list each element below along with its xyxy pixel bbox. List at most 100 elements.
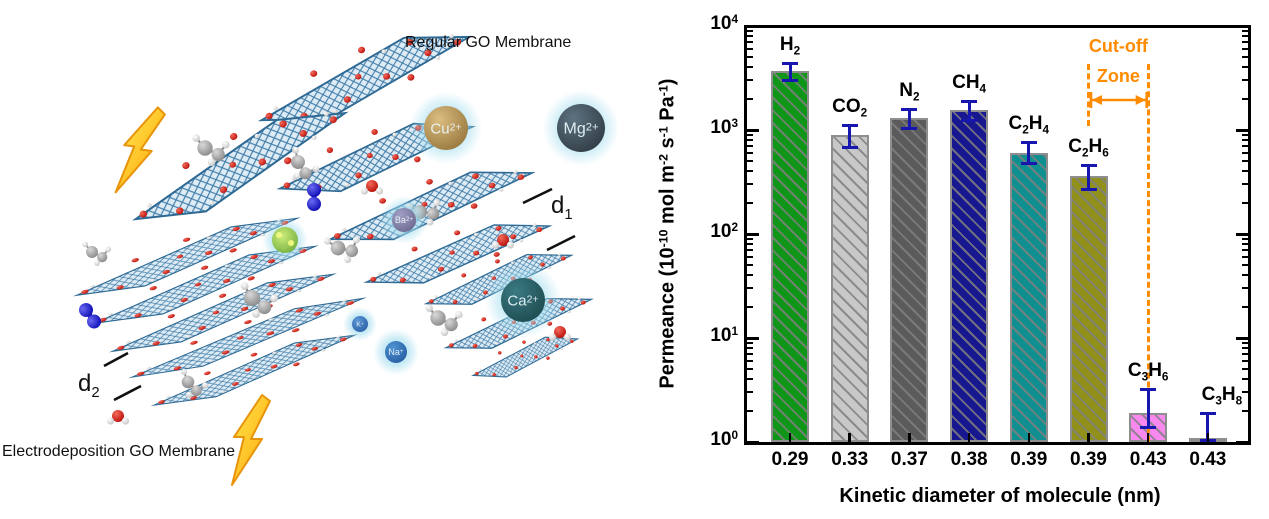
- error-bar-N2: [907, 108, 911, 128]
- error-cap-top-CO2: [841, 123, 858, 127]
- y-minor-tick: [1242, 378, 1248, 381]
- error-bar-C2H6: [1087, 164, 1090, 190]
- ion-ba2plus: Ba2+: [380, 196, 428, 244]
- y-minor-tick: [747, 139, 753, 142]
- error-cap-top-C3H8: [1199, 412, 1216, 415]
- nitrogen-molecule: [307, 183, 321, 211]
- y-major-tick: [1236, 25, 1248, 28]
- d2-spacing-label: d2: [78, 370, 100, 401]
- y-minor-tick: [747, 152, 753, 155]
- y-minor-tick: [1242, 183, 1248, 186]
- y-minor-tick: [747, 29, 753, 32]
- y-minor-tick: [747, 201, 753, 204]
- y-minor-tick: [747, 41, 753, 44]
- error-cap-top-CH4: [961, 100, 978, 103]
- y-minor-tick: [1242, 249, 1248, 252]
- y-minor-tick: [1242, 160, 1248, 163]
- ion-mg2plus: Mg2+: [543, 90, 619, 166]
- y-axis-title: Permeance (10-10 mol m-2 s-1 Pa-1): [656, 78, 679, 389]
- bar-label-H2: H2: [779, 34, 801, 58]
- cutoff-zone-arrow: [1089, 92, 1148, 108]
- y-minor-tick: [747, 66, 753, 69]
- y-minor-tick: [747, 409, 753, 412]
- x-tick-label: 0.39: [1070, 449, 1107, 470]
- y-minor-tick: [747, 274, 753, 277]
- cutoff-zone-text-line2: Zone: [1096, 66, 1140, 86]
- error-cap-bottom-C2H6: [1080, 188, 1097, 192]
- y-major-tick: [747, 232, 759, 236]
- bar-hatch-CO2: [832, 136, 867, 440]
- water-molecule: [106, 410, 130, 425]
- error-bar-H2: [788, 63, 792, 81]
- bar-label-CH4: CH4: [952, 72, 987, 96]
- x-tick-label: 0.43: [1129, 449, 1167, 470]
- ion-caplus: Ca2+: [485, 262, 561, 338]
- y-minor-tick: [747, 79, 753, 82]
- x-tick-CO2: [848, 433, 851, 442]
- y-minor-tick: [747, 243, 753, 246]
- nitrogen-molecule: [76, 300, 104, 332]
- bar-C2H4: [1009, 153, 1048, 442]
- cutoff-zone-left-line: [1087, 64, 1090, 126]
- bar-N2: [890, 118, 929, 442]
- spacing-tick-line: [103, 351, 129, 368]
- bar-hatch-N2: [892, 120, 927, 440]
- y-major-tick: [747, 440, 759, 442]
- y-minor-tick: [1242, 133, 1248, 136]
- y-minor-tick: [1242, 152, 1248, 155]
- y-minor-tick: [1242, 368, 1248, 371]
- y-minor-tick: [747, 56, 753, 59]
- x-axis-title: Kinetic diameter of molecule (nm): [839, 485, 1161, 507]
- y-minor-tick: [747, 133, 753, 136]
- y-major-tick: [747, 25, 759, 28]
- x-tick-H2: [788, 433, 792, 442]
- y-tick-label: 102: [710, 221, 738, 242]
- error-cap-top-C2H4: [1020, 141, 1037, 145]
- y-minor-tick: [1242, 48, 1248, 51]
- y-minor-tick: [747, 360, 753, 363]
- bar-C2H6: [1069, 176, 1108, 442]
- y-minor-tick: [747, 353, 753, 356]
- x-tick-label: 0.38: [950, 449, 988, 470]
- y-minor-tick: [1242, 341, 1248, 344]
- y-minor-tick: [1242, 79, 1248, 82]
- x-tick-C3H6: [1146, 433, 1150, 442]
- regular-go-membrane-label: Regular GO Membrane: [405, 34, 572, 51]
- error-cap-bottom-CO2: [841, 146, 858, 150]
- x-tick-label: 0.43: [1189, 449, 1227, 470]
- ion-label: Na+: [388, 347, 404, 357]
- bar-label-C3H6: C3H6: [1127, 360, 1169, 385]
- d1-spacing-label: d1: [551, 192, 573, 223]
- y-minor-tick: [1242, 41, 1248, 44]
- y-minor-tick: [1242, 256, 1248, 259]
- y-minor-tick: [1242, 201, 1248, 204]
- ion-label: Ba2+: [395, 215, 414, 225]
- error-bar-C2H4: [1027, 142, 1031, 164]
- bar-label-C3H8: C3H8: [1201, 384, 1243, 408]
- gas-molecules: [76, 102, 572, 486]
- y-tick-label: 100: [710, 429, 738, 450]
- metal-ions: Cu2+ Mg2+ Ba2+ Ca2+ K+ Na+: [343, 90, 619, 375]
- y-minor-tick: [747, 249, 753, 252]
- error-cap-top-H2: [782, 62, 798, 66]
- y-minor-tick: [1242, 360, 1248, 363]
- y-minor-tick: [747, 368, 753, 371]
- y-minor-tick: [747, 183, 753, 186]
- x-tick-C3H8: [1206, 433, 1210, 442]
- y-minor-tick: [747, 347, 753, 350]
- y-minor-tick: [747, 305, 753, 308]
- y-minor-tick: [1242, 170, 1248, 173]
- error-bar-C3H6: [1146, 389, 1150, 427]
- y-minor-tick: [1242, 391, 1248, 394]
- y-major-tick: [1236, 232, 1248, 236]
- ion-naplus: Na+: [373, 329, 419, 375]
- go-sheets: [68, 16, 598, 415]
- hydrocarbon-molecule: [424, 303, 464, 338]
- go-membrane-illustration: Cu2+ Mg2+ Ba2+ Ca2+ K+ Na+: [68, 16, 619, 486]
- hydrocarbon-molecule: [81, 240, 113, 267]
- y-minor-tick: [1242, 287, 1248, 290]
- y-tick-label: 101: [710, 325, 738, 346]
- y-minor-tick: [747, 391, 753, 394]
- y-minor-tick: [747, 145, 753, 148]
